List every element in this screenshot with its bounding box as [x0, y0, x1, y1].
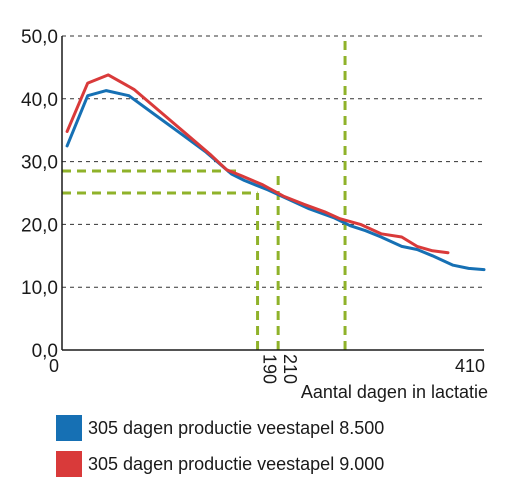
x-tick-label: 190 — [260, 354, 280, 384]
y-tick-label: 50,0 — [21, 27, 58, 48]
x-tick-label: 0 — [49, 356, 59, 376]
y-tick-labels: 0,0 10,0 20,0 30,0 40,0 50,0 — [21, 27, 58, 362]
y-tick-label: 20,0 — [21, 215, 58, 236]
legend-label: 305 dagen productie veestapel 9.000 — [88, 453, 385, 474]
y-tick-label: 40,0 — [21, 90, 58, 111]
legend-label: 305 dagen productie veestapel 8.500 — [88, 417, 385, 438]
legend-swatch-blue — [56, 415, 82, 441]
legend-swatch-red — [56, 451, 82, 477]
y-tick-label: 10,0 — [21, 278, 58, 299]
x-tick-label: 210 — [280, 354, 300, 384]
x-tick-labels: 0 190 210 410 — [49, 354, 485, 384]
axes — [61, 36, 484, 351]
y-tick-label: 30,0 — [21, 153, 58, 174]
series-lines — [65, 73, 486, 272]
legend-item-series-1: 305 dagen productie veestapel 8.500 — [56, 412, 384, 444]
x-tick-label: 410 — [455, 356, 485, 376]
series-line-2 — [65, 73, 450, 255]
x-axis-label: Aantal dagen in lactatie — [301, 382, 488, 402]
reference-lines — [62, 36, 347, 350]
legend: 305 dagen productie veestapel 8.500 305 … — [56, 412, 384, 484]
series-line-1 — [65, 89, 486, 272]
grid-lines — [62, 35, 484, 288]
legend-item-series-2: 305 dagen productie veestapel 9.000 — [56, 448, 384, 480]
y-tick-label: 0,0 — [32, 341, 58, 362]
line-chart: 0,0 10,0 20,0 30,0 40,0 50,0 0 190 210 410 Aanta… — [21, 27, 488, 402]
